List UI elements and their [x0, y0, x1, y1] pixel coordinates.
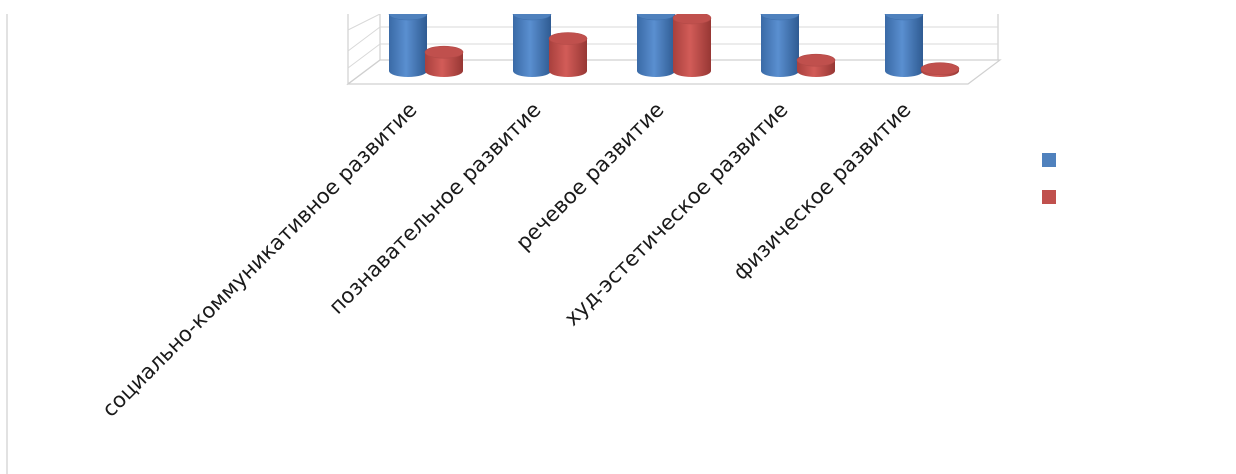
bar-s0-4	[884, 7, 924, 77]
top-clip-mask	[340, 0, 1010, 14]
gridline-side	[347, 43, 381, 69]
bar-body	[425, 52, 463, 77]
bar-s1-1	[548, 32, 588, 77]
bar-s1-4	[920, 62, 960, 77]
bar-top	[548, 32, 588, 45]
legend-swatch-series-2	[1042, 190, 1056, 204]
bar-s0-1	[512, 7, 552, 77]
gridline-side	[347, 13, 381, 31]
x-tick-labels: социально-коммуникативное развитиепознав…	[97, 98, 915, 422]
plot-walls	[346, 14, 1002, 86]
bar-top	[796, 53, 836, 67]
bar-top	[920, 62, 960, 76]
gridline-side	[347, 26, 381, 52]
bar-body	[673, 17, 711, 78]
side-wall	[347, 14, 381, 86]
bar-body	[761, 14, 799, 77]
bar-body	[885, 14, 923, 77]
bars	[340, 0, 1010, 78]
bar-body	[389, 14, 427, 77]
bar-s1-3	[796, 53, 836, 77]
bar-s0-2	[636, 7, 676, 77]
bar-s0-0	[388, 7, 428, 77]
floor	[346, 59, 1002, 85]
x-tick-label: худ-эстетическое развитие	[560, 98, 793, 331]
bar-s1-2	[672, 11, 712, 78]
legend-swatch-series-1	[1042, 153, 1056, 167]
legend	[1042, 153, 1056, 204]
bar-s1-0	[424, 45, 464, 77]
bar-body	[637, 14, 675, 77]
bar-top	[424, 45, 464, 59]
bar-body	[513, 14, 551, 77]
bar-s0-3	[760, 7, 800, 77]
x-tick-label: познавательное развитие	[324, 98, 545, 319]
bar-body	[549, 38, 587, 77]
